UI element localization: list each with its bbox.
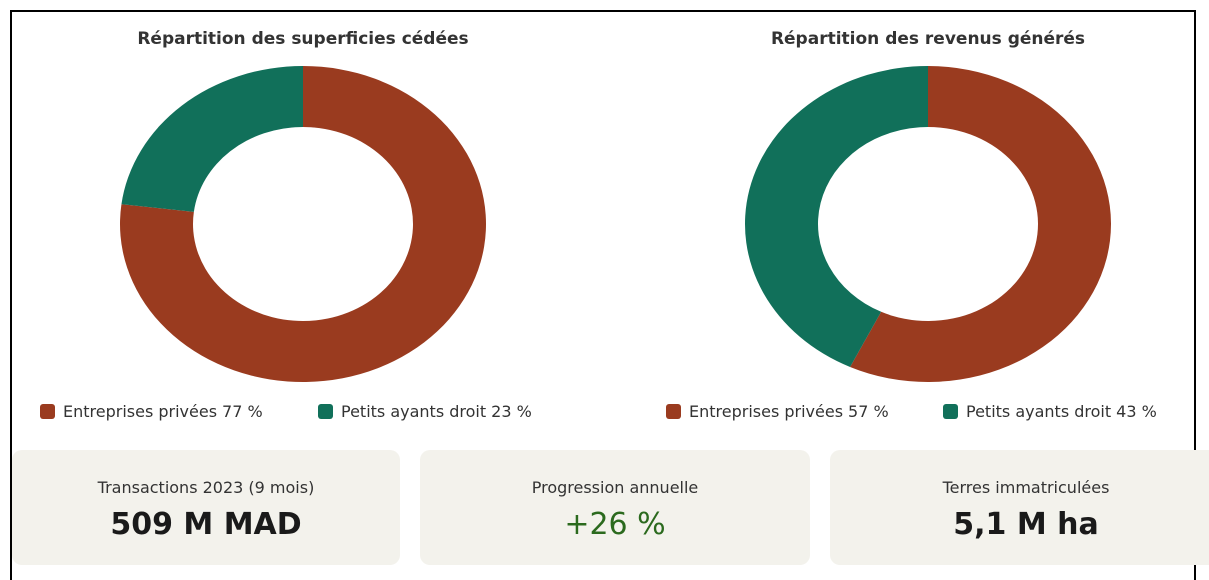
legend-entry: Entreprises privées 77 % [63, 402, 263, 421]
donut-slice [850, 66, 1112, 382]
legend-swatch [40, 404, 55, 419]
legend-name: Petits ayants droit [966, 402, 1111, 421]
legend-name: Petits ayants droit [341, 402, 486, 421]
legend-value: 43 % [1116, 402, 1157, 421]
donut-slice [121, 66, 303, 212]
kpi-label: Transactions 2023 (9 mois) [97, 478, 315, 497]
legend-entry: Petits ayants droit 43 % [966, 402, 1157, 421]
legend-value: 57 % [848, 402, 889, 421]
kpi-value: 509 M MAD [110, 507, 302, 542]
legend-swatch [943, 404, 958, 419]
legend-value: 23 % [491, 402, 532, 421]
kpi-label: Terres immatriculées [942, 478, 1110, 497]
kpi-card: Transactions 2023 (9 mois) 509 M MAD [12, 450, 400, 565]
legend-value: 77 % [222, 402, 263, 421]
frame [10, 10, 1196, 580]
donut-slice [119, 66, 486, 382]
kpi-card: Progression annuelle +26 % [420, 450, 810, 565]
legend-swatch [666, 404, 681, 419]
legend-name: Entreprises privées [689, 402, 843, 421]
charts: Répartition des superficies cédées Entrep… [40, 29, 1157, 421]
donut-slice [745, 66, 928, 367]
kpi-value: +26 % [564, 507, 666, 542]
legend-entry: Entreprises privées 57 % [689, 402, 889, 421]
legend-entry: Petits ayants droit 23 % [341, 402, 532, 421]
legend-name: Entreprises privées [63, 402, 217, 421]
kpi-value: 5,1 M ha [953, 507, 1099, 542]
kpi-label: Progression annuelle [531, 478, 699, 497]
chart-title: Répartition des superficies cédées [137, 29, 468, 49]
kpi-card: Terres immatriculées 5,1 M ha [830, 450, 1209, 565]
legend-swatch [318, 404, 333, 419]
chart-title: Répartition des revenus générés [771, 29, 1085, 49]
